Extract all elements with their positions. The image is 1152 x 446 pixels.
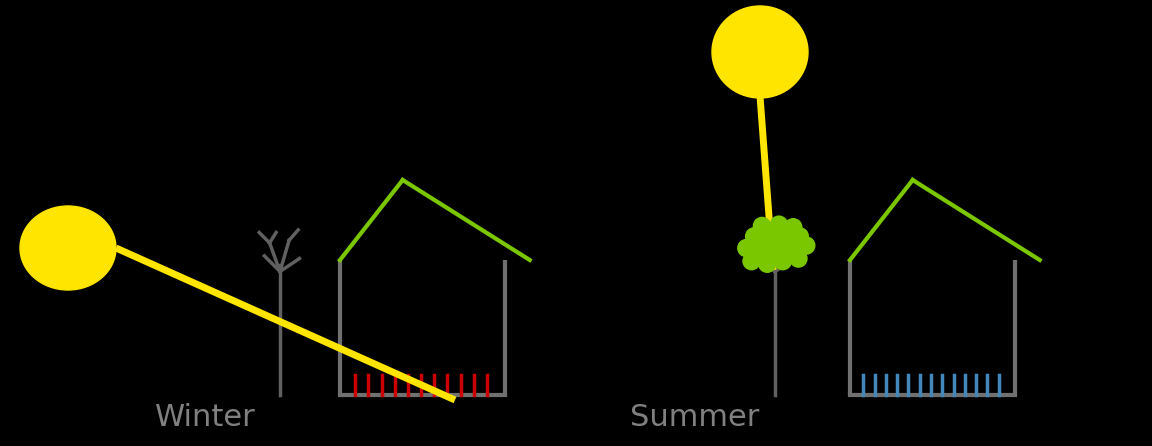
Circle shape	[797, 237, 814, 254]
Circle shape	[738, 240, 755, 256]
Ellipse shape	[712, 6, 808, 98]
Circle shape	[785, 240, 802, 256]
Circle shape	[760, 229, 776, 246]
Circle shape	[753, 241, 771, 258]
Circle shape	[745, 228, 763, 245]
Text: Summer: Summer	[630, 404, 759, 433]
Circle shape	[775, 228, 793, 245]
Circle shape	[753, 218, 771, 235]
Circle shape	[771, 216, 787, 233]
Circle shape	[790, 250, 806, 267]
Ellipse shape	[20, 206, 116, 290]
Circle shape	[770, 241, 786, 258]
Circle shape	[743, 252, 760, 269]
Circle shape	[759, 255, 775, 272]
Text: Winter: Winter	[154, 404, 256, 433]
Circle shape	[774, 252, 791, 269]
Circle shape	[791, 228, 809, 245]
Circle shape	[785, 219, 802, 236]
